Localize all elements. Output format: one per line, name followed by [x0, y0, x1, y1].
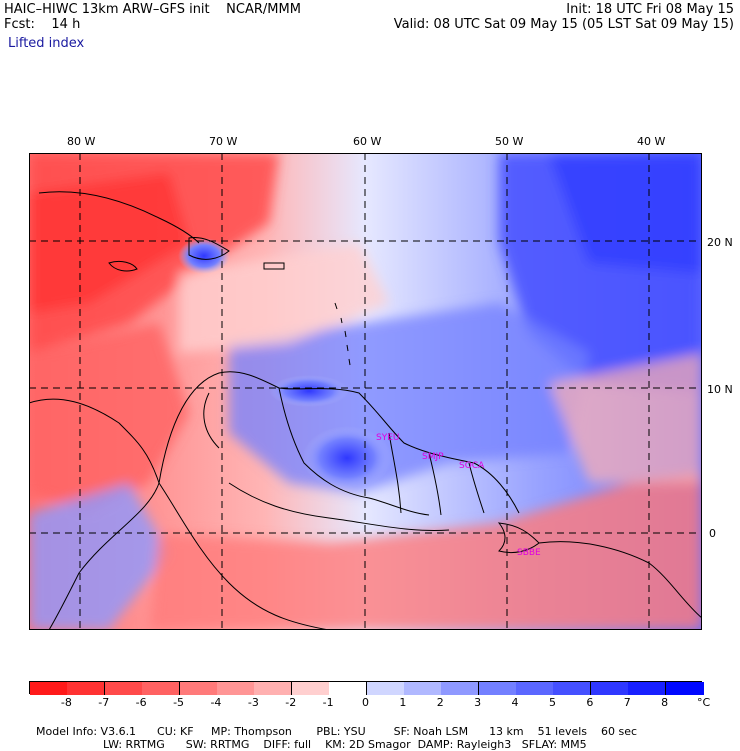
- valid-time: Valid: 08 UTC Sat 09 May 15 (05 LST Sat …: [393, 17, 734, 32]
- colorbar-tick-label: 0: [362, 696, 369, 709]
- colorbar-swatch: [179, 682, 218, 695]
- lon-label-40w: 40 W: [637, 135, 666, 148]
- lat-label-0: 0: [709, 527, 716, 540]
- convective-core-guiana: [302, 426, 392, 490]
- init-time: Init: 18 UTC Fri 08 May 15: [566, 2, 734, 17]
- microphysics-scheme: MP: Thompson: [211, 725, 292, 738]
- lifted-index-map: SYEU SMJP SOCA SBBE: [29, 153, 702, 630]
- colorbar-swatch: [329, 682, 368, 695]
- lat-lon-grid: [29, 153, 702, 630]
- colorbar-tick-label: -6: [135, 696, 147, 709]
- colorbar-swatch: [67, 682, 106, 695]
- forecast-hour: Fcst: 14 h: [4, 17, 81, 32]
- colorbar-tick-label: -5: [173, 696, 185, 709]
- lon-label-60w: 60 W: [353, 135, 382, 148]
- coastlines: [29, 191, 702, 630]
- colorbar-tick-label: -8: [60, 696, 72, 709]
- colorbar-tick-label: 1: [399, 696, 407, 709]
- field-title: Lifted index: [8, 36, 85, 51]
- colorbar-tick-label: -7: [98, 696, 110, 709]
- header-right: Init: 18 UTC Fri 08 May 15 Valid: 08 UTC…: [394, 2, 734, 32]
- grid-spacing: 13 km: [489, 725, 524, 738]
- colorbar-tick-label: -2: [285, 696, 297, 709]
- colorbar-tick-label: 4: [511, 696, 519, 709]
- colorbar-tick-label: 7: [623, 696, 631, 709]
- colorbar-tick-label: -3: [247, 696, 259, 709]
- colorbar-tick-label: -4: [210, 696, 222, 709]
- colorbar-swatch: [30, 682, 68, 695]
- lat-label-10n: 10 N: [707, 383, 733, 396]
- colorbar-swatch: [478, 682, 517, 695]
- colorbar-swatch: [628, 682, 667, 695]
- colorbar-swatch: [291, 682, 330, 695]
- colorbar-swatch: [590, 682, 629, 695]
- colorbar-swatch: [104, 682, 143, 695]
- colorbar-swatch: [665, 682, 704, 695]
- model-version: Model Info: V3.6.1: [36, 725, 137, 738]
- convective-core-caribbean: [269, 375, 349, 407]
- model-info-line2: LW: RRTMG SW: RRTMG DIFF: full KM: 2D Sm…: [96, 725, 587, 751]
- time-step: 60 sec: [601, 725, 638, 738]
- colorbar-swatch: [366, 682, 405, 695]
- colorbar-tick-label: 3: [474, 696, 482, 709]
- colorbar-tick-label: 5: [548, 696, 556, 709]
- colorbar-unit: °C: [697, 696, 711, 709]
- vertical-levels: 51 levels: [537, 725, 588, 738]
- colorbar-tick-label: 2: [436, 696, 444, 709]
- colorbar-swatch: [553, 682, 592, 695]
- cumulus-scheme: CU: KF: [157, 725, 194, 738]
- map-frame: [29, 153, 702, 630]
- colorbar-tick-label: 6: [586, 696, 594, 709]
- colorbar-swatch: [403, 682, 442, 695]
- colorbar-tick-label: -1: [322, 696, 334, 709]
- colorbar-swatch: [254, 682, 293, 695]
- pbl-scheme: PBL: YSU: [316, 725, 366, 738]
- field-shading: [29, 153, 702, 630]
- station-label-soca: SOCA: [459, 461, 485, 471]
- surface-scheme: SF: Noah LSM: [393, 725, 469, 738]
- header-left: HAIC–HIWC 13km ARW–GFS init NCAR/MMM Fcs…: [4, 2, 301, 32]
- lon-label-80w: 80 W: [67, 135, 96, 148]
- lon-label-70w: 70 W: [209, 135, 238, 148]
- lon-label-50w: 50 W: [495, 135, 524, 148]
- colorbar-swatch: [142, 682, 181, 695]
- colorbar-swatch: [441, 682, 480, 695]
- colorbar-swatch: [516, 682, 555, 695]
- station-label-smjp: SMJP: [422, 452, 444, 462]
- lat-label-20n: 20 N: [707, 236, 733, 249]
- colorbar: [29, 681, 704, 695]
- station-label-sbbe: SBBE: [517, 548, 541, 558]
- model-info-line1: Model Info: V3.6.1 CU: KF MP: Thompson P…: [29, 712, 637, 738]
- model-title: HAIC–HIWC 13km ARW–GFS init NCAR/MMM: [4, 2, 301, 17]
- colorbar-swatch: [216, 682, 255, 695]
- colorbar-tick-label: 8: [661, 696, 669, 709]
- convective-core-hispaniola: [178, 238, 230, 274]
- station-label-syeu: SYEU: [376, 433, 399, 443]
